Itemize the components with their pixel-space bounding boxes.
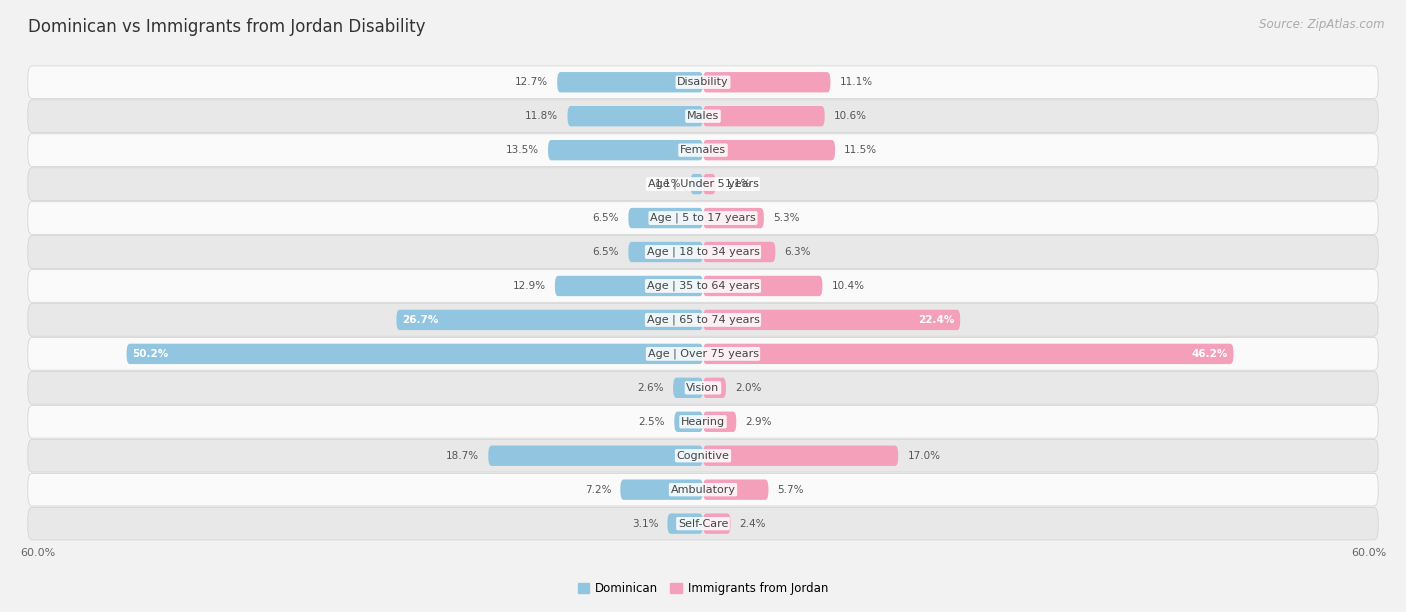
Text: Cognitive: Cognitive: [676, 450, 730, 461]
FancyBboxPatch shape: [28, 474, 1378, 506]
Text: Disability: Disability: [678, 77, 728, 88]
Text: 60.0%: 60.0%: [1351, 548, 1386, 558]
FancyBboxPatch shape: [703, 276, 823, 296]
Text: 1.1%: 1.1%: [725, 179, 751, 189]
Text: 2.5%: 2.5%: [638, 417, 665, 427]
FancyBboxPatch shape: [703, 106, 825, 127]
FancyBboxPatch shape: [703, 208, 763, 228]
Text: 2.6%: 2.6%: [637, 383, 664, 393]
Text: 11.5%: 11.5%: [844, 145, 877, 155]
FancyBboxPatch shape: [127, 344, 703, 364]
Text: 6.3%: 6.3%: [785, 247, 811, 257]
FancyBboxPatch shape: [28, 406, 1378, 438]
FancyBboxPatch shape: [28, 134, 1378, 166]
Legend: Dominican, Immigrants from Jordan: Dominican, Immigrants from Jordan: [572, 577, 834, 599]
FancyBboxPatch shape: [557, 72, 703, 92]
Text: Self-Care: Self-Care: [678, 518, 728, 529]
Text: 10.6%: 10.6%: [834, 111, 868, 121]
FancyBboxPatch shape: [628, 242, 703, 262]
Text: Age | Over 75 years: Age | Over 75 years: [648, 349, 758, 359]
Text: Males: Males: [688, 111, 718, 121]
FancyBboxPatch shape: [628, 208, 703, 228]
FancyBboxPatch shape: [555, 276, 703, 296]
Text: 10.4%: 10.4%: [831, 281, 865, 291]
Text: 50.2%: 50.2%: [132, 349, 169, 359]
Text: 2.9%: 2.9%: [745, 417, 772, 427]
FancyBboxPatch shape: [28, 202, 1378, 234]
Text: 11.1%: 11.1%: [839, 77, 873, 88]
Text: 17.0%: 17.0%: [907, 450, 941, 461]
FancyBboxPatch shape: [396, 310, 703, 330]
FancyBboxPatch shape: [28, 304, 1378, 336]
FancyBboxPatch shape: [548, 140, 703, 160]
FancyBboxPatch shape: [703, 344, 1233, 364]
FancyBboxPatch shape: [703, 479, 769, 500]
Text: 26.7%: 26.7%: [402, 315, 439, 325]
FancyBboxPatch shape: [703, 140, 835, 160]
FancyBboxPatch shape: [28, 439, 1378, 472]
Text: 12.7%: 12.7%: [515, 77, 548, 88]
Text: 13.5%: 13.5%: [506, 145, 538, 155]
Text: 11.8%: 11.8%: [526, 111, 558, 121]
FancyBboxPatch shape: [568, 106, 703, 127]
Text: 5.7%: 5.7%: [778, 485, 804, 494]
FancyBboxPatch shape: [28, 270, 1378, 302]
Text: Females: Females: [681, 145, 725, 155]
Text: 60.0%: 60.0%: [20, 548, 55, 558]
FancyBboxPatch shape: [703, 310, 960, 330]
Text: Age | 35 to 64 years: Age | 35 to 64 years: [647, 281, 759, 291]
Text: 2.4%: 2.4%: [740, 518, 766, 529]
FancyBboxPatch shape: [690, 174, 703, 194]
Text: Source: ZipAtlas.com: Source: ZipAtlas.com: [1260, 18, 1385, 31]
FancyBboxPatch shape: [675, 412, 703, 432]
Text: 12.9%: 12.9%: [513, 281, 546, 291]
FancyBboxPatch shape: [28, 236, 1378, 268]
Text: 6.5%: 6.5%: [593, 213, 619, 223]
Text: Age | Under 5 years: Age | Under 5 years: [648, 179, 758, 189]
FancyBboxPatch shape: [673, 378, 703, 398]
FancyBboxPatch shape: [620, 479, 703, 500]
Text: 3.1%: 3.1%: [631, 518, 658, 529]
Text: 2.0%: 2.0%: [735, 383, 762, 393]
Text: 6.5%: 6.5%: [593, 247, 619, 257]
FancyBboxPatch shape: [668, 513, 703, 534]
FancyBboxPatch shape: [703, 378, 725, 398]
FancyBboxPatch shape: [28, 66, 1378, 99]
FancyBboxPatch shape: [28, 371, 1378, 404]
FancyBboxPatch shape: [703, 242, 775, 262]
Text: Hearing: Hearing: [681, 417, 725, 427]
Text: 1.1%: 1.1%: [655, 179, 681, 189]
FancyBboxPatch shape: [28, 100, 1378, 132]
Text: 46.2%: 46.2%: [1191, 349, 1227, 359]
FancyBboxPatch shape: [28, 168, 1378, 200]
Text: Age | 5 to 17 years: Age | 5 to 17 years: [650, 213, 756, 223]
FancyBboxPatch shape: [703, 412, 737, 432]
Text: Dominican vs Immigrants from Jordan Disability: Dominican vs Immigrants from Jordan Disa…: [28, 18, 426, 36]
Text: 5.3%: 5.3%: [773, 213, 800, 223]
FancyBboxPatch shape: [28, 507, 1378, 540]
Text: Vision: Vision: [686, 383, 720, 393]
FancyBboxPatch shape: [703, 174, 716, 194]
Text: 7.2%: 7.2%: [585, 485, 612, 494]
FancyBboxPatch shape: [703, 513, 731, 534]
FancyBboxPatch shape: [28, 338, 1378, 370]
FancyBboxPatch shape: [488, 446, 703, 466]
Text: Ambulatory: Ambulatory: [671, 485, 735, 494]
Text: Age | 65 to 74 years: Age | 65 to 74 years: [647, 315, 759, 325]
FancyBboxPatch shape: [703, 446, 898, 466]
Text: 18.7%: 18.7%: [446, 450, 479, 461]
Text: Age | 18 to 34 years: Age | 18 to 34 years: [647, 247, 759, 257]
FancyBboxPatch shape: [703, 72, 831, 92]
Text: 22.4%: 22.4%: [918, 315, 955, 325]
